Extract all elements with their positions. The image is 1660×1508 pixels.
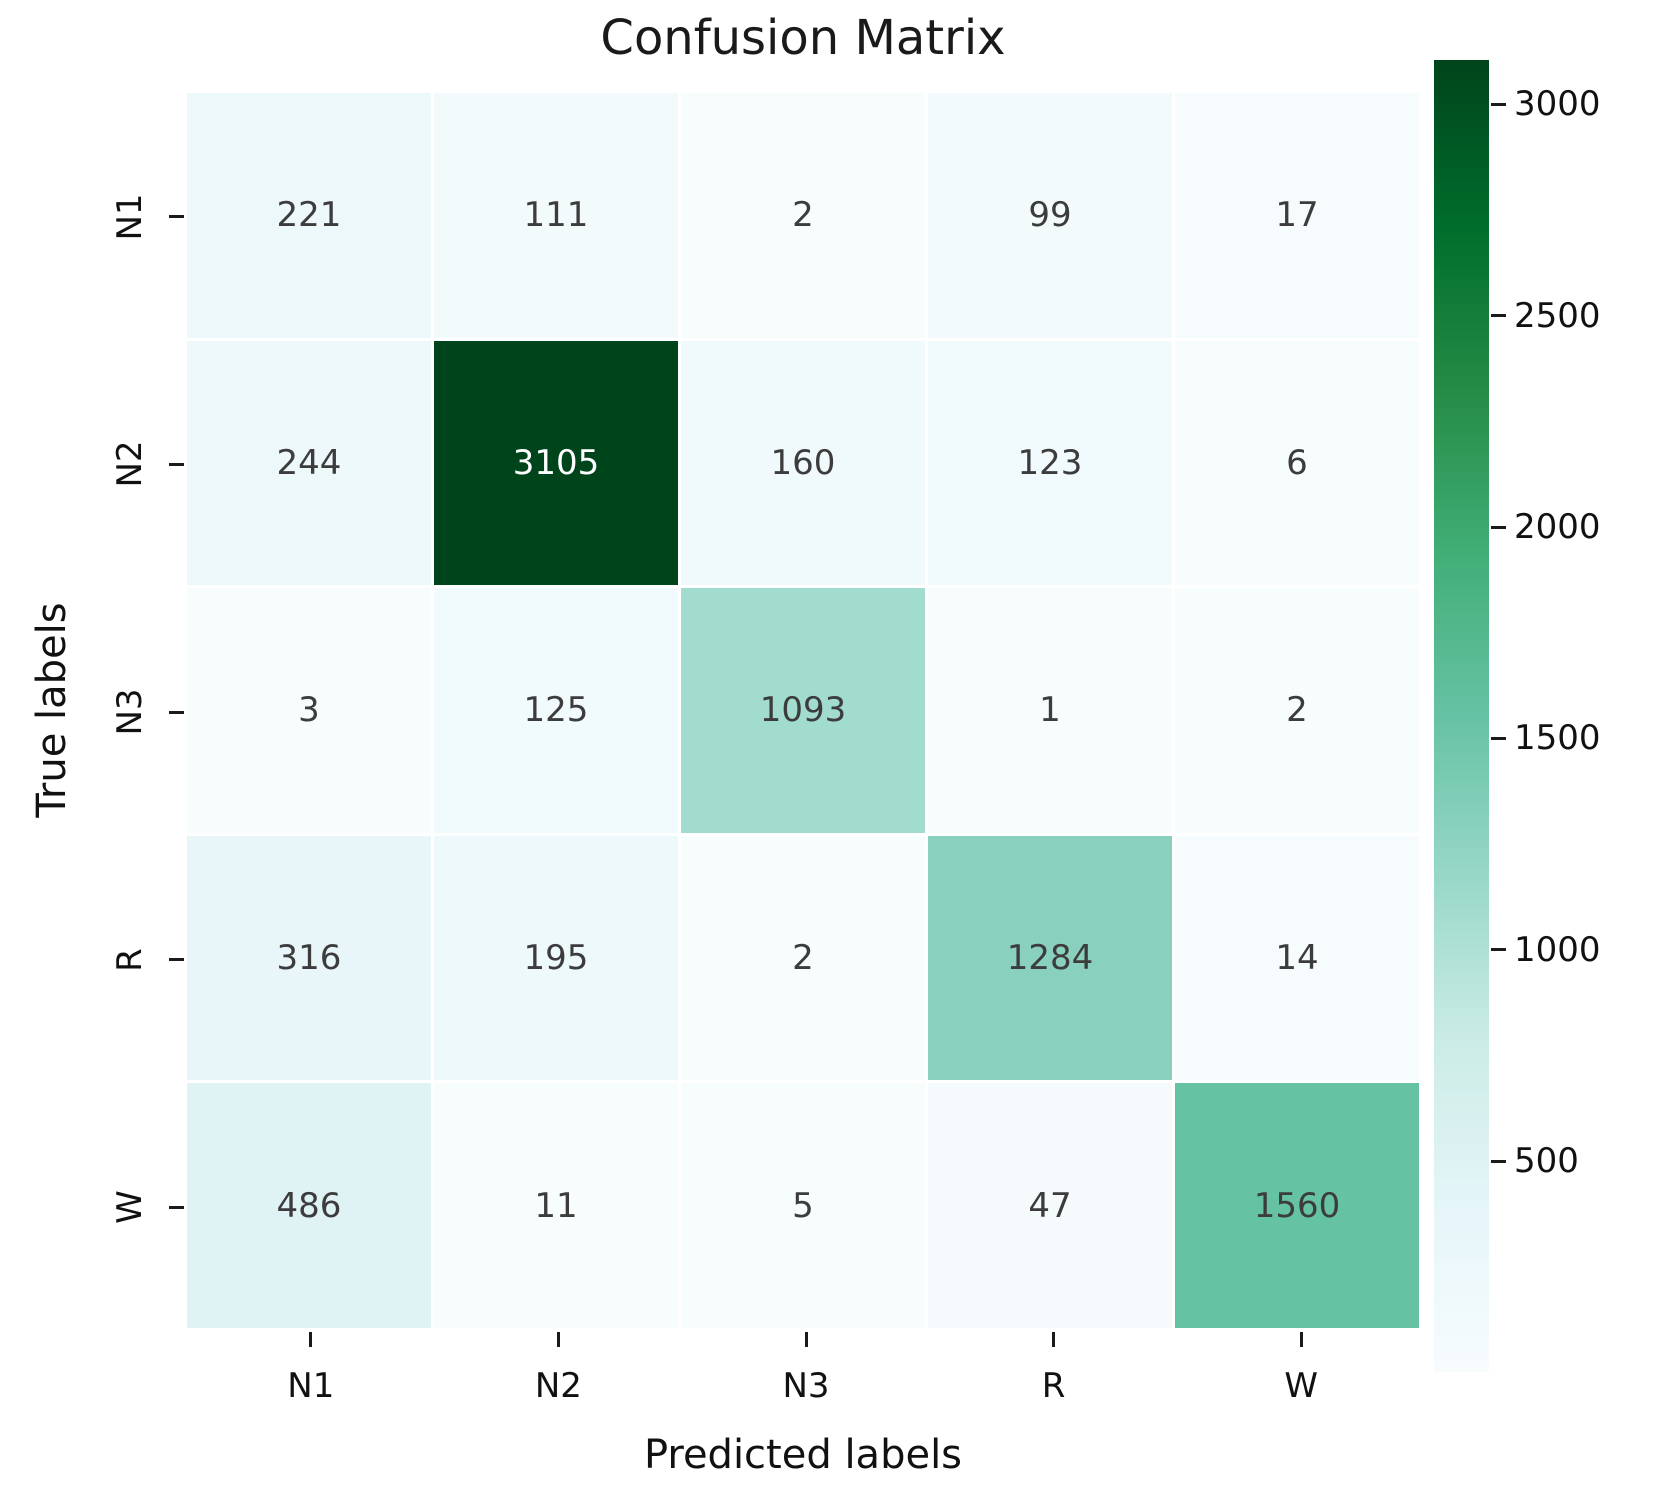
heatmap-cell-R-W: 14 xyxy=(1175,835,1419,1081)
y-tick-mark xyxy=(169,215,184,219)
y-tick-mark xyxy=(169,1205,184,1209)
x-tick-label-N1: N1 xyxy=(287,1366,335,1406)
x-axis-label: Predicted labels xyxy=(643,1432,963,1478)
y-tick-label-R: R xyxy=(110,947,150,972)
y-tick-mark xyxy=(169,710,184,714)
x-tick-label-W: W xyxy=(1284,1366,1318,1406)
x-tick-mark xyxy=(1052,1332,1056,1347)
colorbar-tick-label-2500: 2500 xyxy=(1514,295,1601,336)
colorbar-tick-mark xyxy=(1491,525,1506,529)
heatmap-cell-N3-R: 1 xyxy=(928,588,1172,833)
heatmap-cell-N1-R: 99 xyxy=(928,93,1172,338)
colorbar-tick-label-1000: 1000 xyxy=(1514,929,1601,970)
heatmap-cell-N2-N3: 160 xyxy=(681,340,925,586)
y-tick-mark xyxy=(169,462,184,466)
heatmap-cell-W-R: 47 xyxy=(928,1083,1172,1328)
colorbar-tick-mark xyxy=(1491,1159,1506,1163)
y-tick-label-N1: N1 xyxy=(110,193,150,241)
colorbar-tick-label-1500: 1500 xyxy=(1514,718,1601,759)
heatmap-cell-N3-N2: 125 xyxy=(434,588,678,833)
heatmap-cell-N3-N1: 3 xyxy=(187,588,431,833)
x-tick-mark xyxy=(1299,1332,1303,1347)
x-tick-label-R: R xyxy=(1041,1366,1066,1406)
colorbar-gradient xyxy=(1434,60,1489,1372)
heatmap-cell-N1-N3: 2 xyxy=(681,93,925,338)
colorbar-tick-mark xyxy=(1491,948,1506,952)
heatmap-cell-N1-N1: 221 xyxy=(187,93,431,338)
heatmap-cell-N1-W: 17 xyxy=(1175,93,1419,338)
x-tick-label-N3: N3 xyxy=(782,1366,830,1406)
heatmap-cell-R-N3: 2 xyxy=(681,835,925,1081)
y-tick-label-N2: N2 xyxy=(110,440,150,488)
heatmap-cell-W-N2: 11 xyxy=(434,1083,678,1328)
colorbar-tick-label-3000: 3000 xyxy=(1514,84,1601,125)
colorbar-tick-mark xyxy=(1491,736,1506,740)
heatmap-cell-N3-N3: 1093 xyxy=(681,588,925,833)
x-tick-mark xyxy=(804,1332,808,1347)
colorbar-tick-label-2000: 2000 xyxy=(1514,507,1601,548)
y-tick-label-N3: N3 xyxy=(110,688,150,736)
heatmap-cell-N1-N2: 111 xyxy=(434,93,678,338)
heatmap-cell-R-N2: 195 xyxy=(434,835,678,1081)
heatmap-cell-R-N1: 316 xyxy=(187,835,431,1081)
heatmap-cell-W-W: 1560 xyxy=(1175,1083,1419,1328)
chart-title: Confusion Matrix xyxy=(600,10,1006,66)
colorbar-tick-mark xyxy=(1491,314,1506,318)
heatmap-cell-N2-W: 6 xyxy=(1175,340,1419,586)
x-tick-label-N2: N2 xyxy=(534,1366,582,1406)
heatmap-cell-W-N3: 5 xyxy=(681,1083,925,1328)
x-tick-mark xyxy=(309,1332,313,1347)
heatmap-cell-N2-R: 123 xyxy=(928,340,1172,586)
y-axis-label: True labels xyxy=(29,602,75,818)
heatmap-cell-N2-N1: 244 xyxy=(187,340,431,586)
heatmap-cell-N2-N2: 3105 xyxy=(434,340,678,586)
heatmap-cell-N3-W: 2 xyxy=(1175,588,1419,833)
heatmap-cell-W-N1: 486 xyxy=(187,1083,431,1328)
colorbar-tick-label-500: 500 xyxy=(1514,1141,1579,1182)
colorbar-tick-mark xyxy=(1491,102,1506,106)
y-tick-label-W: W xyxy=(110,1190,150,1224)
y-tick-mark xyxy=(169,958,184,962)
heatmap-plot-area: 221 111 2 99 17 244 3105 160 123 6 3 125 1093 1 2 316 19… xyxy=(187,93,1419,1328)
heatmap-cell-R-R: 1284 xyxy=(928,835,1172,1081)
x-tick-mark xyxy=(556,1332,560,1347)
